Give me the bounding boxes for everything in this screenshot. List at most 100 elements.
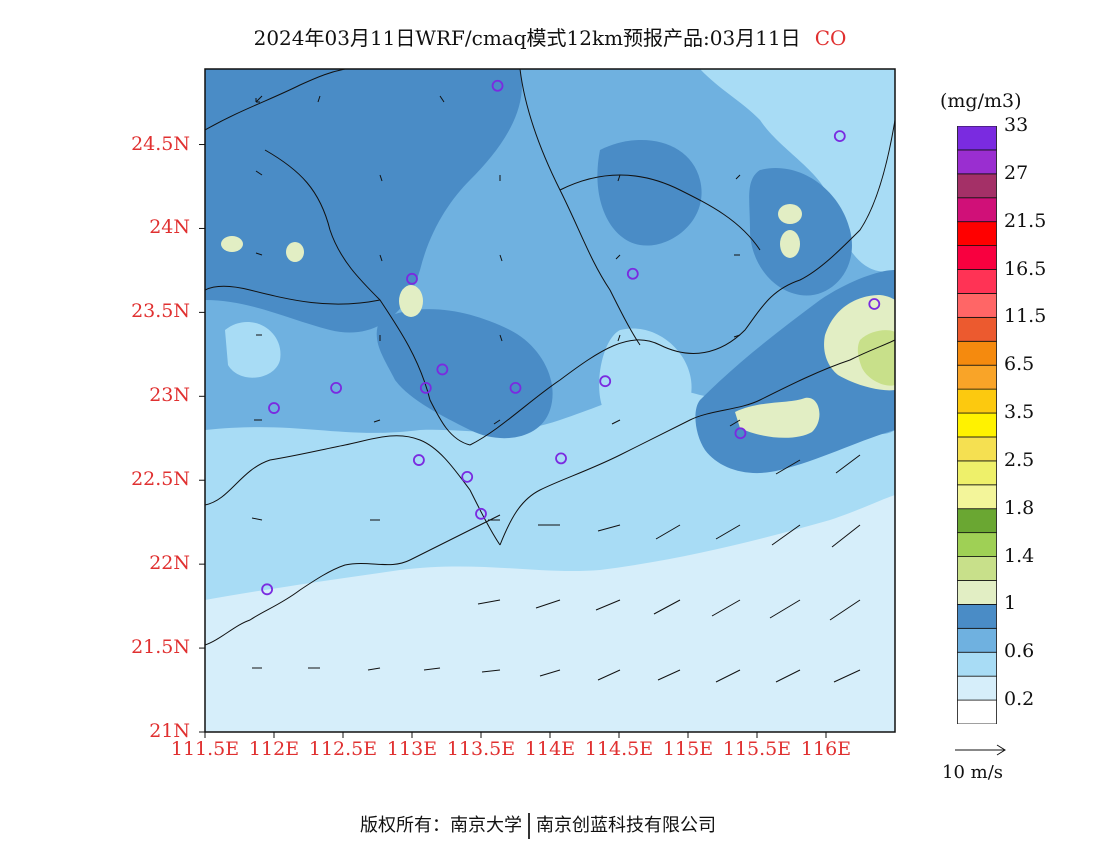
colorbar-label-11: 27 — [1004, 161, 1029, 184]
field-dark-mid — [597, 140, 702, 246]
station-marker-1 — [833, 130, 846, 143]
colorbar-label-4: 1.8 — [1004, 496, 1035, 519]
colorbar-bin-15 — [957, 340, 997, 366]
colorbar-bin-0 — [957, 699, 997, 724]
field-dark-central — [376, 309, 553, 439]
colorbar-label-0: 0.2 — [1004, 688, 1035, 711]
colorbar-bin-23 — [957, 149, 997, 175]
lon-tick-label-4: 113.5E — [446, 738, 516, 760]
colorbar-label-12: 33 — [1004, 114, 1029, 136]
colorbar-bin-4 — [957, 603, 997, 629]
colorbar-bin-1 — [957, 675, 997, 701]
station-marker-7 — [419, 382, 432, 394]
lat-tick-label-7: 21N — [149, 720, 190, 742]
station-marker-15 — [475, 507, 487, 520]
colorbar — [957, 126, 997, 724]
station-marker-6 — [268, 402, 280, 414]
colorbar-label-7: 6.5 — [1004, 353, 1035, 376]
station-marker-5 — [330, 382, 343, 394]
station-marker-8 — [436, 363, 449, 376]
wind-vectors — [251, 95, 861, 683]
station-marker-14 — [555, 452, 567, 465]
field-high-ne1 — [778, 204, 802, 224]
coastline — [205, 339, 895, 546]
field-high-nw1 — [221, 236, 243, 252]
colorbar-bin-22 — [957, 173, 997, 199]
lon-tick-label-2: 112.5E — [308, 738, 378, 760]
chart-title: 2024年03月11日WRF/cmaq模式12km预报产品:03月11日 CO — [0, 22, 1100, 51]
colorbar-label-8: 11.5 — [1004, 305, 1047, 328]
lon-tick-label-8: 115.5E — [722, 738, 792, 760]
colorbar-label-6: 3.5 — [1004, 401, 1035, 424]
colorbar-bin-5 — [957, 580, 997, 605]
lat-tick-label-3: 23N — [149, 384, 190, 407]
station-marker-2 — [406, 272, 418, 285]
colorbar-bin-12 — [957, 412, 997, 438]
colorbar-bin-2 — [957, 651, 997, 677]
colorbar-bin-11 — [957, 436, 997, 462]
lon-tick-label-3: 113E — [386, 738, 438, 760]
colorbar-label-10: 21.5 — [1004, 209, 1047, 232]
footer-right: 南京创蓝科技有限公司 — [536, 815, 716, 836]
vector-reference-arrow — [955, 744, 1006, 756]
field-high-ne2 — [780, 230, 800, 258]
colorbar-unit: (mg/m3) — [940, 90, 1022, 112]
colorbar-bin-10 — [957, 460, 997, 486]
colorbar-bin-13 — [957, 388, 997, 414]
field-dark-north — [205, 69, 522, 333]
coastline-south — [205, 514, 501, 646]
lat-tick-label-1: 24N — [149, 216, 190, 239]
station-marker-3 — [626, 267, 639, 280]
footer-separator — [528, 813, 530, 839]
lon-tick-label-0: 111.5E — [170, 738, 240, 760]
title-text: 2024年03月11日WRF/cmaq模式12km预报产品:03月11日 — [253, 26, 801, 50]
station-marker-10 — [599, 375, 612, 388]
lat-tick-label-4: 22.5N — [131, 468, 190, 491]
colorbar-label-2: 1 — [1004, 592, 1017, 615]
lat-tick-label-0: 24.5N — [131, 132, 190, 155]
station-marker-4 — [868, 298, 881, 310]
colorbar-bin-17 — [957, 293, 997, 318]
field-light-patch-w — [225, 321, 281, 378]
concentration-field — [205, 69, 895, 732]
colorbar-bin-3 — [957, 627, 997, 653]
lon-tick-label-7: 115E — [662, 738, 714, 760]
lon-tick-label-6: 114.5E — [584, 738, 654, 760]
colorbar-bin-16 — [957, 316, 997, 342]
field-high-nw2 — [286, 242, 304, 262]
footer-left: 版权所有：南京大学 — [360, 815, 522, 836]
station-marker-12 — [412, 454, 425, 466]
field-high-southeast — [735, 397, 820, 438]
station-marker-0 — [491, 79, 504, 92]
field-light-center — [599, 328, 692, 431]
colorbar-bin-8 — [957, 508, 997, 534]
station-marker-11 — [734, 427, 747, 440]
colorbar-label-5: 2.5 — [1004, 448, 1035, 471]
colorbar-bin-7 — [957, 532, 997, 557]
field-dark-northeast — [749, 168, 852, 296]
colorbar-bin-14 — [957, 364, 997, 390]
colorbar-bin-6 — [957, 556, 997, 581]
colorbar-bin-19 — [957, 245, 997, 270]
pollutant-label: CO — [814, 26, 847, 50]
colorbar-bin-24 — [957, 126, 997, 151]
colorbar-label-1: 0.6 — [1004, 640, 1035, 663]
colorbar-label-9: 16.5 — [1004, 257, 1047, 280]
field-high-north — [399, 285, 423, 317]
lat-tick-label-6: 21.5N — [131, 636, 190, 659]
colorbar-bin-20 — [957, 221, 997, 247]
lat-tick-label-5: 22N — [149, 552, 190, 575]
colorbar-label-3: 1.4 — [1004, 544, 1035, 567]
footer-credits: 版权所有：南京大学 南京创蓝科技有限公司 — [360, 811, 716, 839]
lon-tick-label-5: 114E — [524, 738, 576, 760]
axis-ticks — [199, 144, 827, 738]
lon-tick-label-9: 116E — [800, 738, 852, 760]
colorbar-bin-21 — [957, 197, 997, 223]
station-markers — [261, 79, 881, 596]
colorbar-bin-9 — [957, 484, 997, 510]
province-boundary — [205, 69, 895, 446]
station-marker-9 — [509, 382, 522, 394]
vector-reference-label: 10 m/s — [942, 762, 1003, 783]
colorbar-bin-18 — [957, 269, 997, 294]
